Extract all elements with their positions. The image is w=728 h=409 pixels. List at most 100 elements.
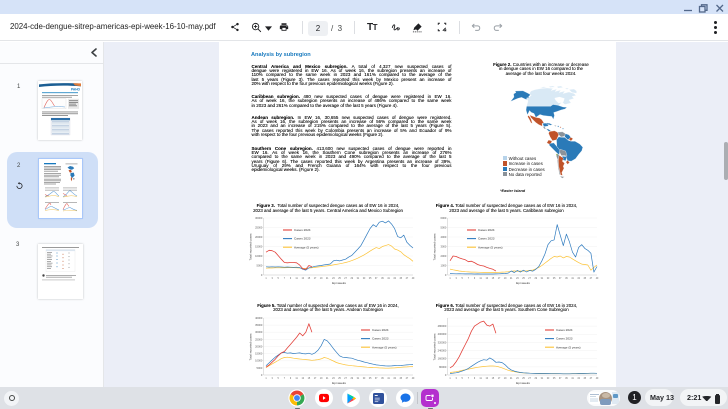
svg-text:5: 5: [278, 278, 280, 280]
svg-text:20000: 20000: [255, 344, 263, 348]
svg-text:37: 37: [559, 278, 562, 280]
svg-text:35: 35: [369, 278, 372, 280]
svg-text:5000: 5000: [257, 263, 263, 267]
svg-text:19: 19: [504, 378, 507, 380]
svg-text:17: 17: [498, 378, 501, 380]
svg-text:9: 9: [474, 378, 476, 380]
svg-text:47: 47: [406, 378, 409, 380]
svg-text:35000: 35000: [255, 323, 263, 327]
svg-text:9: 9: [290, 378, 292, 380]
svg-text:13: 13: [486, 378, 489, 380]
svg-text:43: 43: [577, 278, 580, 280]
svg-text:Cases 2023: Cases 2023: [294, 237, 311, 241]
svg-text:Average (5 years): Average (5 years): [478, 245, 503, 249]
svg-text:47: 47: [406, 278, 409, 280]
svg-text:4000: 4000: [441, 235, 447, 239]
svg-text:7: 7: [284, 278, 286, 280]
svg-text:80000: 80000: [439, 365, 447, 369]
svg-text:5000: 5000: [257, 366, 263, 370]
svg-text:41: 41: [571, 378, 574, 380]
svg-text:39: 39: [565, 278, 568, 280]
svg-text:11: 11: [479, 278, 482, 280]
svg-text:47: 47: [590, 378, 593, 380]
svg-text:15: 15: [492, 278, 495, 280]
svg-text:13: 13: [486, 278, 489, 280]
svg-text:21: 21: [326, 378, 329, 380]
svg-text:45: 45: [400, 378, 403, 380]
svg-text:31: 31: [541, 278, 544, 280]
svg-text:49: 49: [412, 378, 415, 380]
svg-text:40000: 40000: [255, 316, 263, 320]
svg-text:17: 17: [314, 278, 317, 280]
svg-text:45: 45: [584, 278, 587, 280]
svg-text:33: 33: [547, 278, 550, 280]
svg-text:Total reported cases: Total reported cases: [249, 333, 253, 361]
svg-text:13: 13: [302, 378, 305, 380]
svg-text:Epi weeks: Epi weeks: [516, 281, 530, 285]
svg-text:Cases 2024: Cases 2024: [478, 228, 495, 232]
svg-text:35: 35: [553, 278, 556, 280]
svg-text:Total reported cases: Total reported cases: [249, 233, 253, 261]
svg-text:17: 17: [498, 278, 501, 280]
svg-text:25: 25: [338, 278, 341, 280]
svg-text:35: 35: [369, 378, 372, 380]
svg-text:1: 1: [449, 278, 451, 280]
svg-text:43: 43: [393, 378, 396, 380]
svg-text:27: 27: [344, 378, 347, 380]
svg-text:10000: 10000: [255, 359, 263, 363]
svg-text:27: 27: [528, 378, 531, 380]
svg-text:25: 25: [522, 278, 525, 280]
svg-text:Cases 2023: Cases 2023: [556, 337, 573, 341]
svg-text:39: 39: [381, 278, 384, 280]
svg-text:37: 37: [375, 278, 378, 280]
svg-text:21: 21: [326, 278, 329, 280]
svg-text:15: 15: [308, 278, 311, 280]
svg-text:33: 33: [363, 378, 366, 380]
svg-text:9: 9: [474, 278, 476, 280]
svg-text:19: 19: [504, 278, 507, 280]
svg-text:27: 27: [528, 278, 531, 280]
svg-text:Epi weeks: Epi weeks: [516, 381, 530, 385]
svg-text:Cases 2024: Cases 2024: [294, 228, 311, 232]
svg-text:47: 47: [590, 278, 593, 280]
svg-text:37: 37: [559, 378, 562, 380]
svg-text:10000: 10000: [255, 254, 263, 258]
svg-text:49: 49: [596, 278, 599, 280]
svg-text:5: 5: [462, 378, 464, 380]
svg-text:0: 0: [261, 373, 263, 377]
svg-text:25000: 25000: [255, 337, 263, 341]
svg-text:5: 5: [462, 278, 464, 280]
svg-text:Average (5 years): Average (5 years): [294, 245, 319, 249]
svg-text:37: 37: [375, 378, 378, 380]
svg-text:21: 21: [510, 278, 513, 280]
svg-text:1: 1: [265, 278, 267, 280]
svg-text:41: 41: [571, 278, 574, 280]
svg-text:19: 19: [320, 278, 323, 280]
svg-text:17: 17: [314, 378, 317, 380]
svg-text:31: 31: [541, 378, 544, 380]
svg-text:29: 29: [535, 278, 538, 280]
svg-text:Cases 2024: Cases 2024: [556, 328, 573, 332]
svg-text:30000: 30000: [255, 330, 263, 334]
svg-text:1: 1: [265, 378, 267, 380]
svg-text:400000: 400000: [438, 332, 447, 336]
svg-text:30000: 30000: [255, 216, 263, 220]
svg-text:35: 35: [553, 378, 556, 380]
svg-text:Average (5 years): Average (5 years): [556, 345, 581, 349]
svg-text:23: 23: [516, 378, 519, 380]
svg-text:0: 0: [445, 373, 447, 377]
svg-text:43: 43: [577, 378, 580, 380]
svg-text:11: 11: [479, 378, 482, 380]
svg-text:7: 7: [284, 378, 286, 380]
svg-text:29: 29: [535, 378, 538, 380]
svg-text:29: 29: [351, 378, 354, 380]
svg-text:1000: 1000: [441, 263, 447, 267]
svg-text:31: 31: [357, 278, 360, 280]
svg-text:0: 0: [261, 273, 263, 277]
svg-text:320000: 320000: [438, 340, 447, 344]
svg-text:3000: 3000: [441, 244, 447, 248]
svg-text:45: 45: [584, 378, 587, 380]
svg-text:25: 25: [338, 378, 341, 380]
svg-text:15000: 15000: [255, 352, 263, 356]
svg-text:Total reported cases: Total reported cases: [433, 233, 437, 261]
